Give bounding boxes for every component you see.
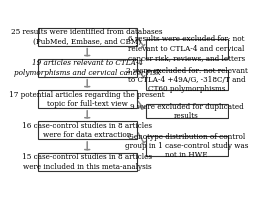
FancyBboxPatch shape xyxy=(145,70,227,90)
FancyBboxPatch shape xyxy=(145,136,227,156)
Text: 6 results were excluded for: not
relevant to CTLA-4 and cervical
cancer risk, re: 6 results were excluded for: not relevan… xyxy=(128,35,244,62)
FancyBboxPatch shape xyxy=(38,153,136,171)
Text: 17 potential articles regarding the present
topic for full-text view: 17 potential articles regarding the pres… xyxy=(9,90,164,108)
Text: 19 articles relevant to CTLA-4
polymorphisms and cervical cancer risk: 19 articles relevant to CTLA-4 polymorph… xyxy=(14,59,160,77)
FancyBboxPatch shape xyxy=(145,104,227,118)
Text: 16 case-control studies in 8 articles
were for data extraction: 16 case-control studies in 8 articles we… xyxy=(22,122,152,139)
Text: Genotype distribution of control
group in 1 case-control study was
not in HWE: Genotype distribution of control group i… xyxy=(124,133,247,159)
Text: 2 were excluded for: not relevant
to CTLA-4 +49A/G, -318C/T and
CT60 polymorphis: 2 were excluded for: not relevant to CTL… xyxy=(125,67,246,93)
Text: 9 were excluded for duplicated
results: 9 were excluded for duplicated results xyxy=(129,103,242,120)
FancyBboxPatch shape xyxy=(38,59,136,77)
Text: 15 case-control studies in 8 articles
were included in this meta-analysis: 15 case-control studies in 8 articles we… xyxy=(22,153,152,171)
FancyBboxPatch shape xyxy=(38,90,136,108)
FancyBboxPatch shape xyxy=(38,122,136,139)
Text: 25 results were identified from databases
(PubMed, Embase, and CBM): 25 results were identified from database… xyxy=(11,28,162,46)
FancyBboxPatch shape xyxy=(145,39,227,59)
FancyBboxPatch shape xyxy=(38,28,136,46)
